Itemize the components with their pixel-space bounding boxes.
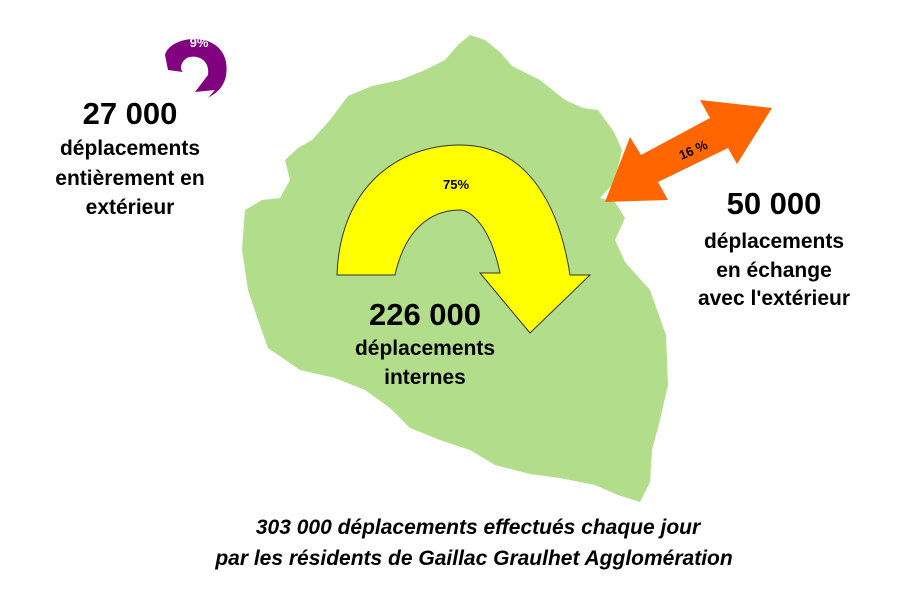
footer-line-1: 303 000 déplacements effectués chaque jo… <box>256 516 702 539</box>
external-line-1: déplacements <box>60 137 200 160</box>
footer-line-2: par les résidents de Gaillac Graulhet Ag… <box>214 547 732 570</box>
territory-map-shape <box>242 35 668 502</box>
exchange-line-2: en échange <box>716 259 832 282</box>
exchange-line-1: déplacements <box>704 230 844 253</box>
internal-line-2: internes <box>384 366 466 389</box>
external-value: 27 000 <box>83 96 178 131</box>
external-flow-arrow <box>165 38 227 98</box>
exchange-flow-arrow <box>605 100 772 202</box>
external-line-3: extérieur <box>86 196 175 219</box>
exchange-line-3: avec l'extérieur <box>698 287 850 310</box>
exchange-value: 50 000 <box>727 186 822 221</box>
external-percent: 9% <box>190 35 209 50</box>
internal-value: 226 000 <box>369 297 481 332</box>
internal-percent: 75% <box>443 177 469 192</box>
internal-line-1: déplacements <box>355 337 495 360</box>
external-line-2: entièrement en <box>55 167 204 190</box>
internal-flow-arrow <box>336 144 592 334</box>
